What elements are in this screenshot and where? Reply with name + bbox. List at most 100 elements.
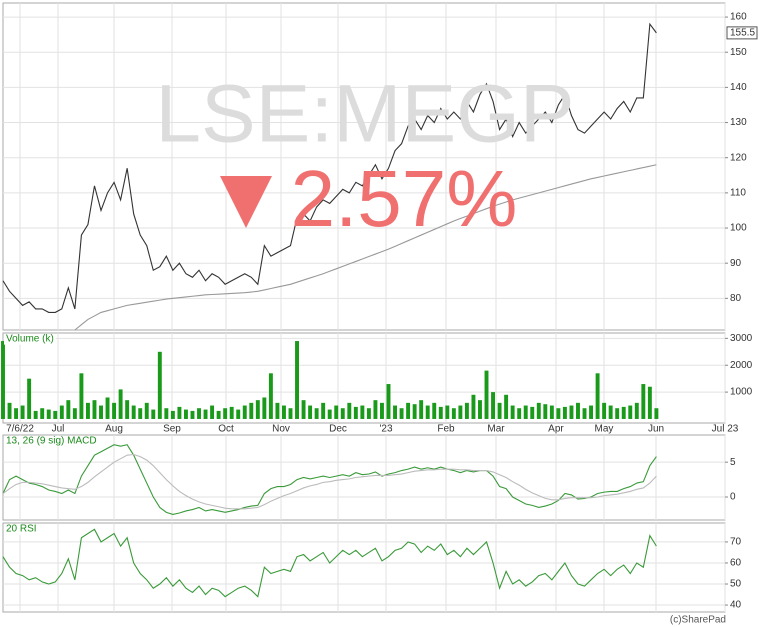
volume-bar xyxy=(399,408,404,419)
last-price-box xyxy=(726,26,758,40)
panel: 0 5 13, 26 (9 sig) MACD xyxy=(2,434,736,521)
volume-bar xyxy=(458,405,463,419)
volume-bar xyxy=(576,402,580,419)
volume-bar xyxy=(170,410,175,419)
y-tick-label: 60 xyxy=(730,558,742,569)
volume-bar xyxy=(523,405,528,419)
x-tick-label: 7/6/22 xyxy=(6,424,34,435)
x-tick-label: Apr xyxy=(548,424,564,435)
volume-bar xyxy=(464,402,469,419)
volume-bar xyxy=(615,408,620,419)
volume-bar xyxy=(602,402,607,419)
volume-bar xyxy=(177,406,182,419)
y-tick-label: 140 xyxy=(730,82,747,93)
volume-bar xyxy=(360,405,365,419)
volume-bar xyxy=(197,408,201,419)
volume-bar xyxy=(99,405,103,419)
volume-bar xyxy=(595,373,600,419)
volume-bar xyxy=(536,402,541,419)
volume-bar xyxy=(543,404,548,419)
y-tick-label: 50 xyxy=(730,579,742,590)
volume-bar xyxy=(608,405,613,419)
volume-bar xyxy=(530,406,535,419)
volume-bar xyxy=(366,408,371,419)
change-label: 2.57% xyxy=(291,154,518,243)
volume-bar xyxy=(79,373,84,419)
volume-bar xyxy=(478,400,482,419)
volume-bar xyxy=(491,392,496,419)
volume-bar xyxy=(647,386,652,419)
volume-bar xyxy=(504,394,509,419)
x-tick-label: May xyxy=(595,424,614,435)
volume-bar xyxy=(419,400,424,419)
volume-bar xyxy=(295,341,299,419)
volume-bar xyxy=(85,402,90,419)
y-tick-label: 2000 xyxy=(730,360,753,371)
volume-bar xyxy=(118,389,123,419)
volume-bar xyxy=(582,408,587,419)
y-tick-label: 70 xyxy=(730,537,742,548)
panel-title: Volume (k) xyxy=(6,334,54,345)
x-tick-label: Jul xyxy=(52,424,65,435)
panel: 40 50 60 70 20 RSI xyxy=(2,522,742,613)
volume-bar xyxy=(216,410,221,419)
volume-bar xyxy=(353,406,358,419)
y-tick-label: 1000 xyxy=(730,387,753,398)
y-tick-label: 110 xyxy=(730,188,746,199)
volume-bar xyxy=(262,397,267,419)
volume-bar xyxy=(510,405,515,419)
volume-bar xyxy=(183,409,188,419)
volume-bar xyxy=(406,402,411,419)
volume-bar xyxy=(229,406,234,419)
last-price-label: 155.5 xyxy=(730,28,755,39)
y-tick-label: 80 xyxy=(730,293,742,304)
y-tick-label: 40 xyxy=(730,600,742,611)
volume-bar xyxy=(125,400,130,419)
volume-bar xyxy=(327,409,332,419)
series-line xyxy=(2,528,657,598)
volume-bar xyxy=(517,408,522,419)
y-tick-label: 90 xyxy=(730,258,742,269)
panel-title: 20 RSI xyxy=(6,524,37,535)
volume-bar xyxy=(634,402,639,419)
volume-bar xyxy=(288,408,293,419)
volume-bar xyxy=(549,405,554,419)
volume-bar xyxy=(210,405,215,419)
volume-bar xyxy=(562,406,567,419)
volume-bar xyxy=(321,402,326,419)
volume-bar xyxy=(432,402,437,419)
volume-bar xyxy=(33,410,38,419)
volume-bar xyxy=(654,408,659,419)
volume-bar xyxy=(164,408,169,419)
volume-bar xyxy=(72,408,77,419)
volume-bar xyxy=(347,402,352,419)
volume-bar xyxy=(445,405,450,419)
volume-bar xyxy=(53,410,58,419)
y-tick-label: 150 xyxy=(730,47,747,58)
volume-bar xyxy=(569,405,574,419)
volume-bar xyxy=(144,402,149,419)
x-tick-label: Nov xyxy=(272,424,290,435)
volume-bar xyxy=(556,408,561,419)
volume-bar xyxy=(105,397,110,419)
volume-bar xyxy=(190,410,195,419)
x-tick-label: Dec xyxy=(329,424,347,435)
volume-bar xyxy=(1,341,5,419)
y-tick-label: 130 xyxy=(730,117,747,128)
volume-bar xyxy=(281,405,286,419)
volume-bar xyxy=(393,405,397,419)
volume-bar xyxy=(46,409,51,419)
volume-bar xyxy=(40,408,45,419)
volume-bar xyxy=(340,408,345,419)
volume-bar xyxy=(438,406,443,419)
volume-bar xyxy=(308,405,313,419)
credit: (c)SharePad xyxy=(670,615,726,626)
volume-bar xyxy=(223,408,228,419)
volume-bar xyxy=(242,405,247,419)
volume-bar xyxy=(641,384,646,419)
volume-bar xyxy=(425,405,430,419)
volume-bar xyxy=(236,409,241,419)
volume-bar xyxy=(14,408,19,419)
volume-bar xyxy=(27,378,32,419)
